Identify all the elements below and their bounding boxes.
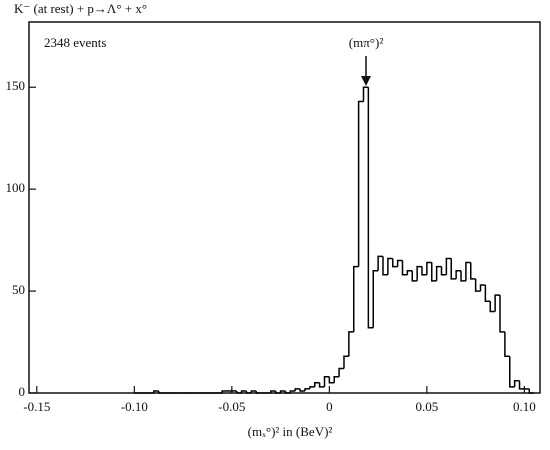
histogram-bar bbox=[445, 257, 452, 275]
histogram-bar bbox=[294, 388, 301, 391]
histogram-bar bbox=[348, 331, 354, 357]
histogram-bar bbox=[284, 390, 291, 394]
x-tick-label: 0.05 bbox=[416, 399, 439, 414]
histogram-bar bbox=[465, 261, 471, 281]
histogram-bar bbox=[416, 265, 423, 281]
histogram-bar bbox=[518, 380, 525, 390]
histogram-bar bbox=[323, 375, 330, 387]
histogram-bar bbox=[343, 355, 349, 369]
histogram-bar bbox=[157, 390, 164, 394]
histogram-bar bbox=[509, 356, 515, 388]
histogram-bar bbox=[299, 388, 305, 392]
histogram-bar bbox=[328, 376, 335, 384]
histogram-bar bbox=[431, 262, 437, 282]
histogram-bar bbox=[279, 390, 286, 393]
histogram-bar bbox=[357, 100, 364, 267]
histogram-bar bbox=[513, 380, 520, 387]
histogram-bar bbox=[391, 258, 398, 268]
histogram-bar bbox=[504, 331, 510, 358]
histogram-bar bbox=[494, 294, 501, 312]
histogram-bar bbox=[489, 301, 496, 313]
histogram-bar bbox=[338, 367, 344, 377]
histogram-bar bbox=[499, 295, 505, 333]
histogram-bar bbox=[396, 259, 403, 267]
histogram-bar bbox=[235, 390, 242, 394]
x-axis-label: (mₓ°)² in (BeV)² bbox=[248, 424, 333, 439]
histogram-bar bbox=[250, 390, 257, 393]
histogram-bar bbox=[455, 269, 462, 279]
x-tick-label: -0.15 bbox=[23, 399, 50, 414]
histogram-bar bbox=[274, 390, 281, 394]
histogram-bar bbox=[440, 266, 447, 276]
histogram-bar bbox=[245, 390, 252, 394]
histogram-bar bbox=[240, 390, 247, 393]
histogram-bar bbox=[304, 388, 310, 391]
x-tick-label: -0.05 bbox=[218, 399, 245, 414]
histogram-bar bbox=[401, 260, 408, 276]
chart-title: K⁻ (at rest) + p→Λ° + x° bbox=[14, 1, 147, 16]
histogram-bar bbox=[318, 382, 325, 388]
annotation-arrowhead bbox=[361, 76, 371, 86]
histogram-bar bbox=[406, 269, 413, 275]
annotation: 2348 events bbox=[44, 35, 106, 50]
histogram-bar bbox=[333, 375, 340, 383]
histogram-bar bbox=[255, 390, 262, 394]
histogram-bar bbox=[352, 265, 359, 332]
histogram-bar bbox=[435, 265, 442, 281]
y-tick-label: 0 bbox=[19, 384, 26, 399]
histogram-bar bbox=[528, 388, 535, 394]
histogram-bar bbox=[313, 382, 320, 387]
histogram-bar bbox=[362, 86, 369, 102]
histogram-bar bbox=[484, 284, 491, 303]
histogram-bar bbox=[372, 269, 379, 328]
histogram-bar bbox=[289, 390, 296, 393]
histogram-bar bbox=[426, 261, 432, 275]
y-tick-label: 100 bbox=[6, 180, 26, 195]
histogram-bar bbox=[382, 256, 388, 276]
y-tick-label: 150 bbox=[6, 78, 26, 93]
histogram-bar bbox=[221, 390, 227, 393]
plot-frame bbox=[28, 21, 541, 394]
histogram-bar bbox=[474, 278, 481, 292]
x-tick-label: -0.10 bbox=[121, 399, 148, 414]
histogram-bar bbox=[377, 255, 383, 271]
histogram-bar bbox=[309, 386, 315, 389]
histogram-bar bbox=[270, 390, 276, 393]
histogram-bar bbox=[460, 270, 466, 282]
histogram-bar bbox=[450, 258, 457, 280]
histogram-bar bbox=[153, 390, 159, 393]
histogram-bar bbox=[470, 262, 476, 280]
x-tick-label: 0.10 bbox=[513, 399, 536, 414]
histogram-bar bbox=[411, 270, 418, 282]
histogram-bar bbox=[479, 284, 486, 292]
histogram-bar bbox=[421, 266, 427, 276]
annotation: (mπ°)² bbox=[349, 35, 384, 50]
histogram-bar bbox=[367, 87, 374, 329]
histogram-bar bbox=[387, 257, 393, 275]
x-tick-label: 0 bbox=[326, 399, 333, 414]
y-tick-label: 50 bbox=[12, 282, 25, 297]
